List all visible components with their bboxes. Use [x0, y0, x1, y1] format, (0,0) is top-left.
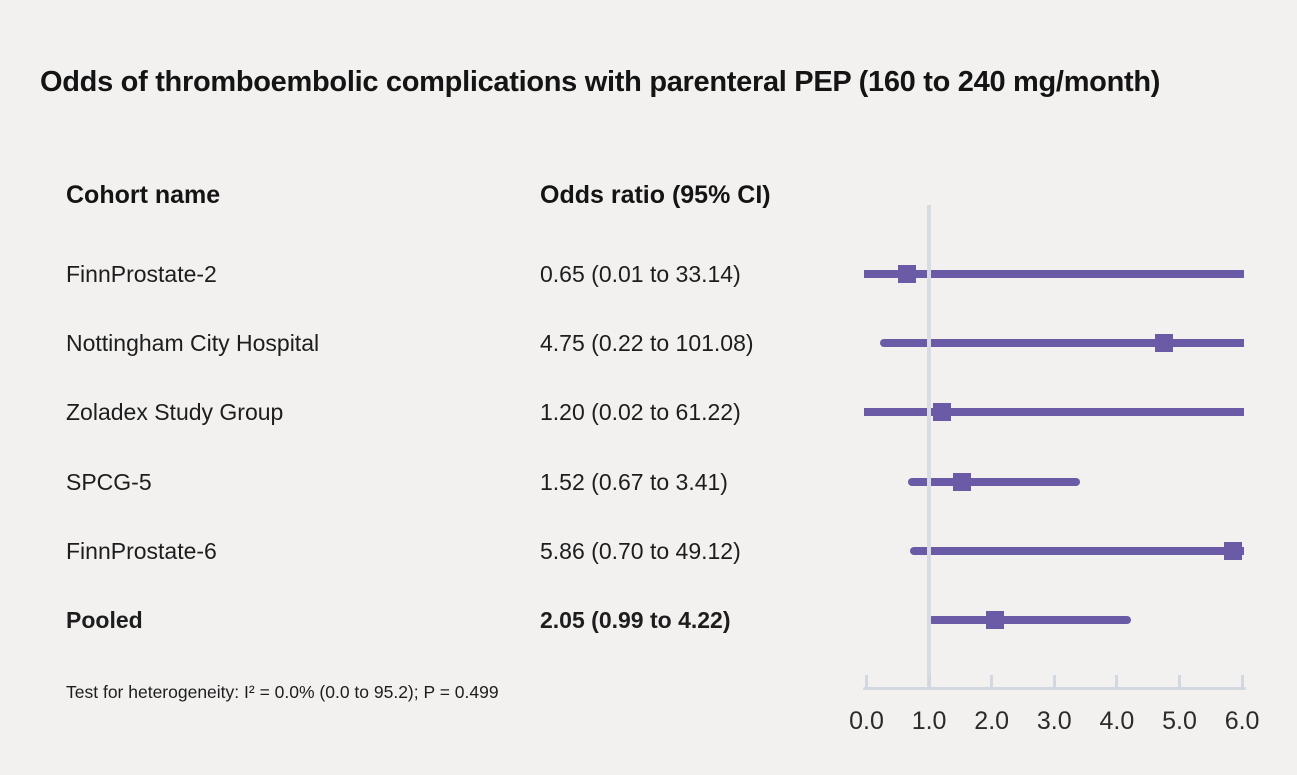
confidence-interval-line: [864, 408, 1244, 417]
x-axis-tick-label: 6.0: [1224, 707, 1260, 735]
cohort-name: FinnProstate-2: [66, 261, 217, 287]
heterogeneity-footnote: Test for heterogeneity: I² = 0.0% (0.0 t…: [66, 682, 499, 702]
x-axis-tick-label: 0.0: [849, 707, 884, 735]
cohort-name: Zoladex Study Group: [66, 399, 284, 426]
odds-ratio-value: 2.05 (0.99 to 4.22): [540, 607, 731, 633]
point-estimate-marker: [1224, 541, 1243, 560]
x-axis-tick-label: 4.0: [1099, 707, 1135, 735]
x-axis-tick: [1240, 675, 1244, 687]
x-axis-tick-label: 1.0: [911, 707, 947, 735]
odds-ratio-value: 1.20 (0.02 to 61.22): [540, 399, 741, 426]
confidence-interval-line: [880, 339, 1244, 348]
x-axis-tick: [1052, 675, 1056, 687]
confidence-interval-line: [864, 270, 1244, 278]
x-axis-tick: [1115, 675, 1119, 687]
confidence-interval-line: [928, 616, 1131, 624]
x-axis-tick: [927, 675, 931, 687]
cohort-name: SPCG-5: [66, 468, 152, 495]
x-axis-tick-label: 2.0: [974, 707, 1010, 735]
odds-ratio-value: 0.65 (0.01 to 33.14): [540, 261, 741, 287]
odds-ratio-value: 5.86 (0.70 to 49.12): [540, 537, 741, 564]
x-axis-tick-label: 5.0: [1162, 707, 1197, 735]
cohort-column-header: Cohort name: [66, 181, 221, 209]
pooled-estimate-marker: [985, 611, 1004, 629]
point-estimate-marker: [898, 265, 917, 283]
x-axis-tick: [990, 675, 994, 687]
x-axis-tick-label: 3.0: [1036, 707, 1072, 735]
point-estimate-marker: [952, 472, 971, 491]
confidence-interval-line: [908, 477, 1080, 486]
odds-ratio-column-header: Odds ratio (95% CI): [540, 181, 771, 209]
cohort-name: Pooled: [66, 607, 143, 633]
odds-ratio-value: 4.75 (0.22 to 101.08): [540, 330, 754, 357]
reference-line: [927, 205, 932, 689]
cohort-name: Nottingham City Hospital: [66, 330, 320, 357]
figure-title: Odds of thromboembolic complications wit…: [40, 66, 1161, 98]
confidence-interval-line: [910, 546, 1244, 555]
x-axis-line: [862, 687, 1247, 690]
point-estimate-marker: [1154, 334, 1173, 353]
odds-ratio-value: 1.52 (0.67 to 3.41): [540, 468, 728, 495]
point-estimate-marker: [932, 403, 951, 422]
x-axis-tick: [865, 675, 868, 687]
cohort-name: FinnProstate-6: [66, 537, 217, 564]
x-axis-tick: [1178, 675, 1181, 687]
